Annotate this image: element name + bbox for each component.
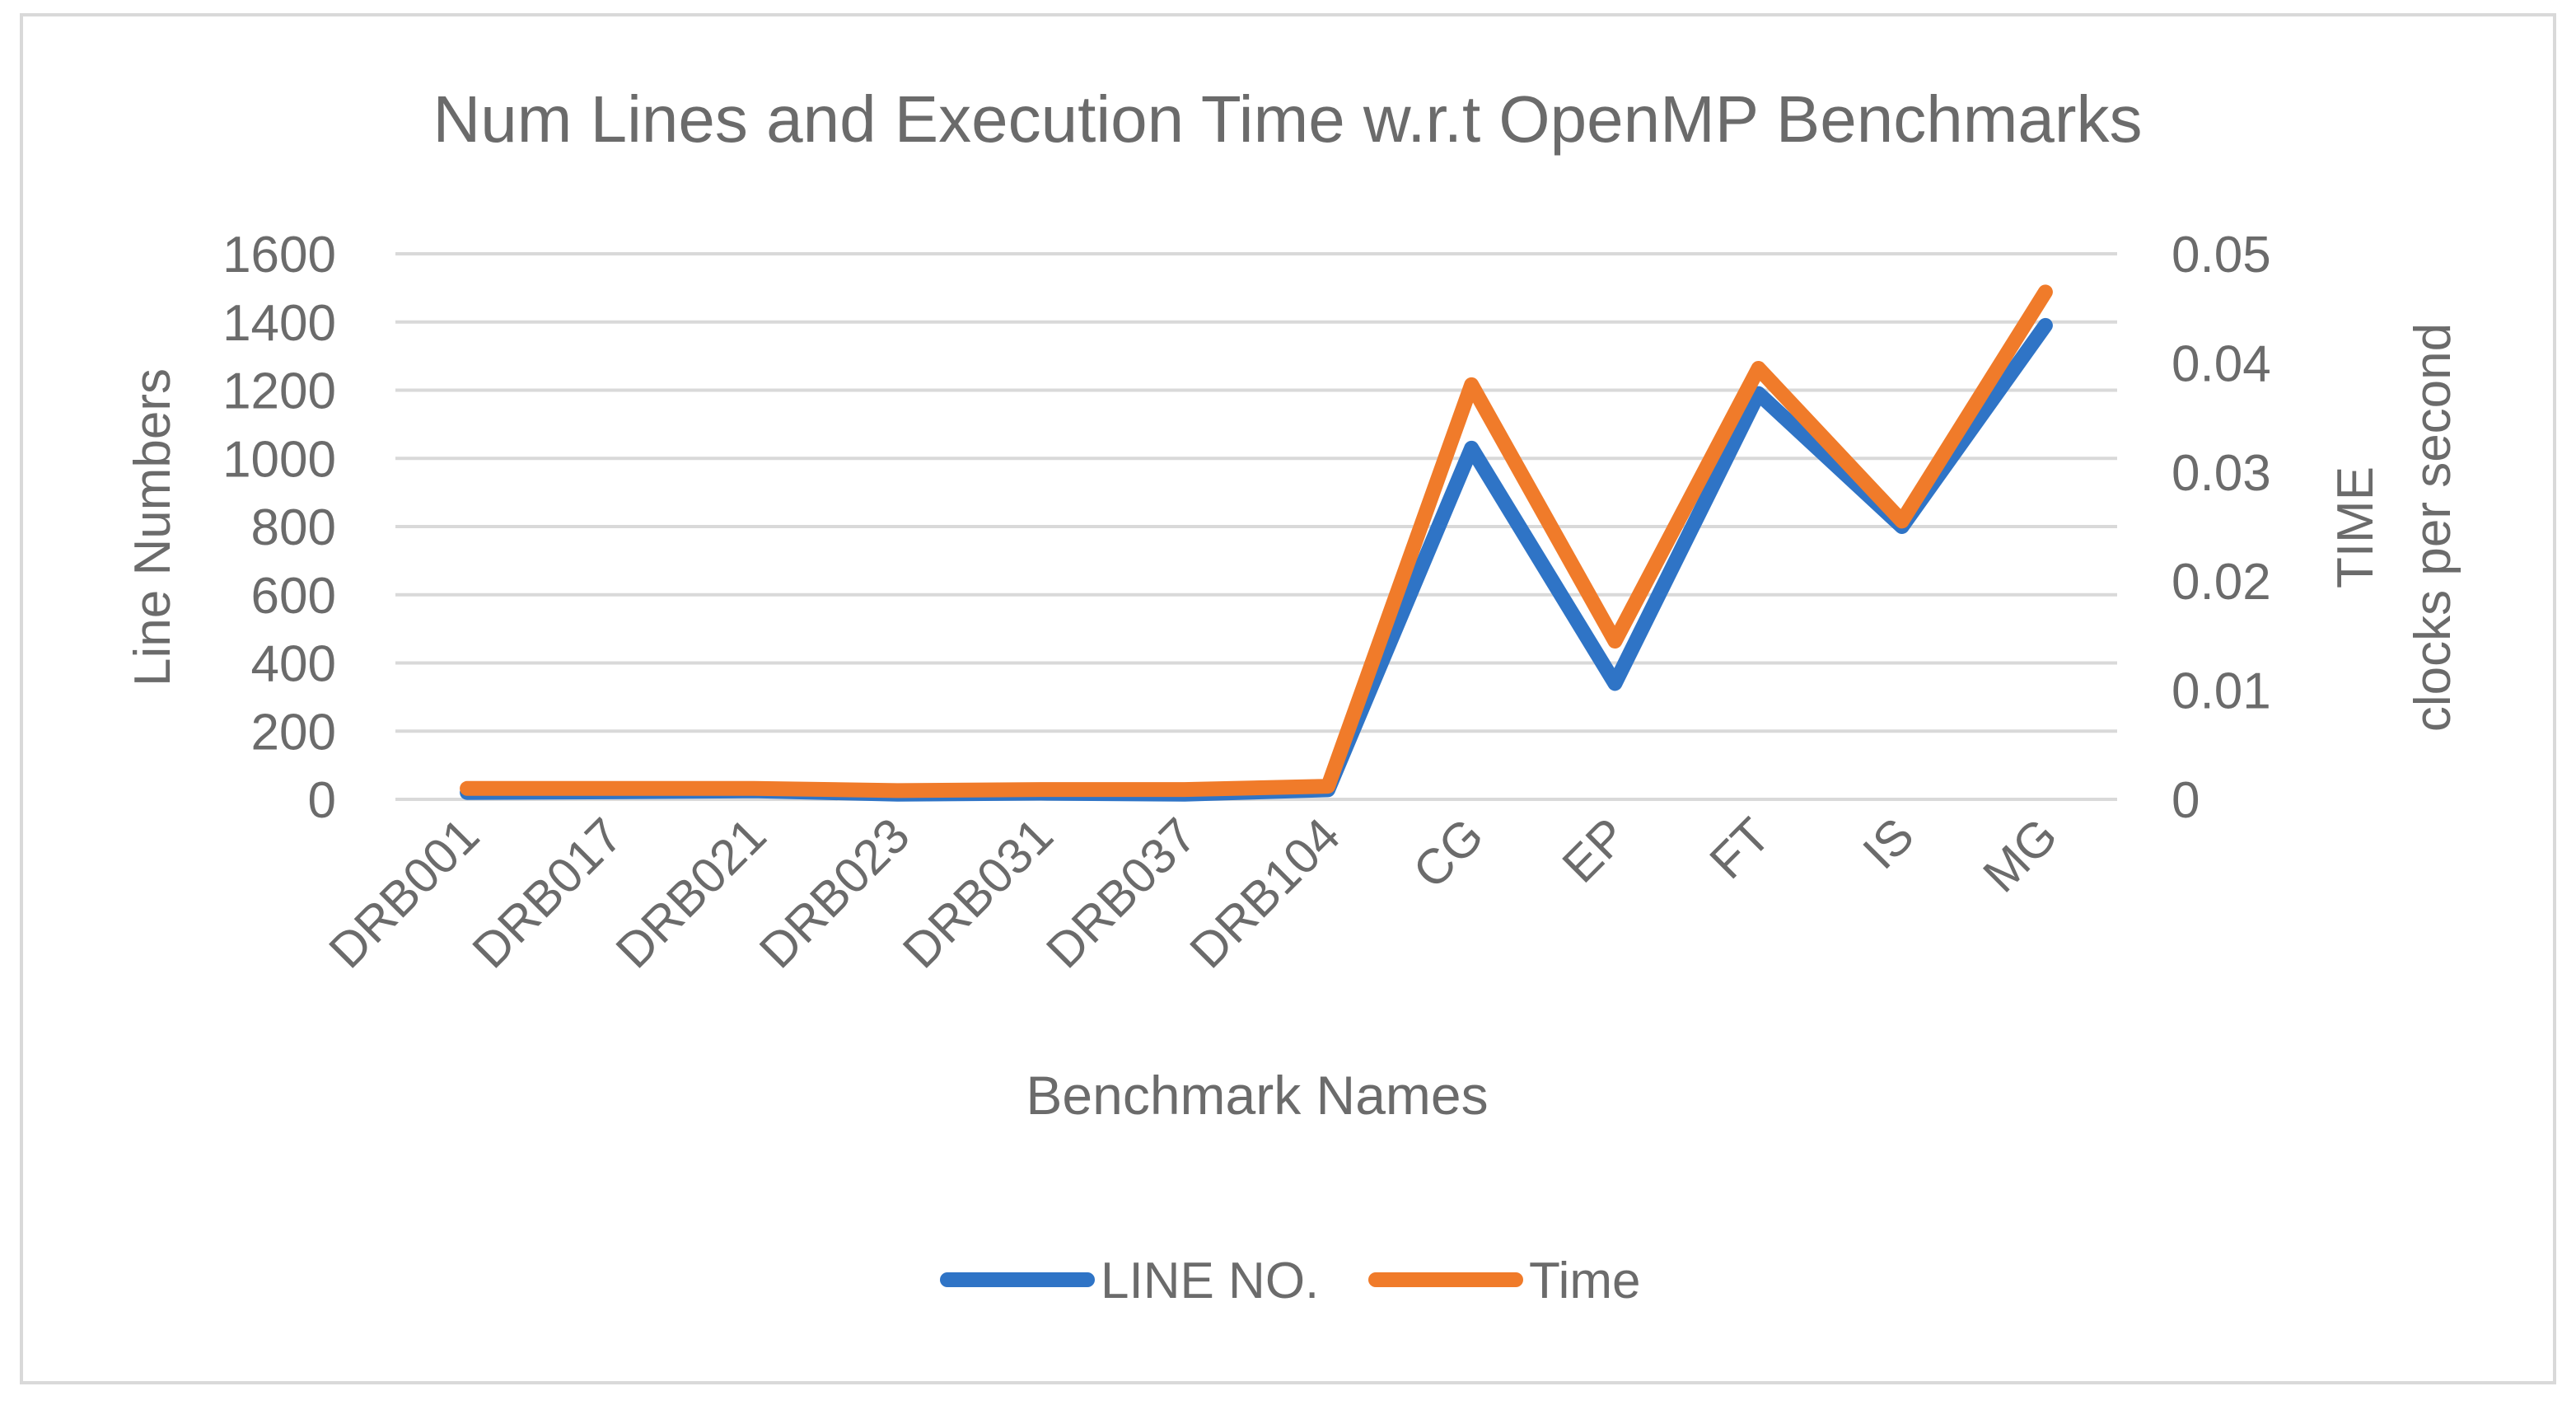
- y2-tick-label: 0.04: [2172, 335, 2271, 392]
- y2-tick-label: 0.05: [2172, 227, 2271, 283]
- y2-axis-label-line2: clocks per second: [2405, 323, 2461, 732]
- x-axis-label: Benchmark Names: [1026, 1065, 1488, 1126]
- y-axis-label: Line Numbers: [124, 368, 181, 686]
- y2-tick-label: 0.02: [2172, 554, 2271, 611]
- y-axis-ticks: 0 200 400 600 800 1000 1200 1400 1600: [222, 227, 336, 829]
- y-tick-label: 1200: [222, 363, 336, 420]
- y-tick-label: 1400: [222, 295, 336, 352]
- legend: LINE NO. Time: [940, 1253, 1640, 1309]
- y2-tick-label: 0.01: [2172, 663, 2271, 720]
- legend-label: Time: [1529, 1253, 1640, 1309]
- y-tick-label: 800: [251, 499, 336, 556]
- y-tick-label: 200: [251, 704, 336, 761]
- chart-title: Num Lines and Execution Time w.r.t OpenM…: [432, 82, 2142, 156]
- legend-label: LINE NO.: [1101, 1253, 1319, 1309]
- y2-axis-label-line1: TIME: [2327, 466, 2384, 588]
- series-layer: [460, 284, 2053, 802]
- chart-border: [20, 13, 2556, 1384]
- y2-tick-label: 0: [2172, 772, 2200, 829]
- y-tick-label: 400: [251, 636, 336, 693]
- y-tick-label: 1000: [222, 431, 336, 488]
- y2-tick-label: 0.03: [2172, 445, 2271, 502]
- y-tick-label: 0: [308, 772, 336, 829]
- series-line-time: [460, 284, 2053, 799]
- y-tick-label: 1600: [222, 227, 336, 283]
- y2-axis-ticks: 0 0.01 0.02 0.03 0.04 0.05: [2172, 227, 2271, 829]
- y-tick-label: 600: [251, 568, 336, 625]
